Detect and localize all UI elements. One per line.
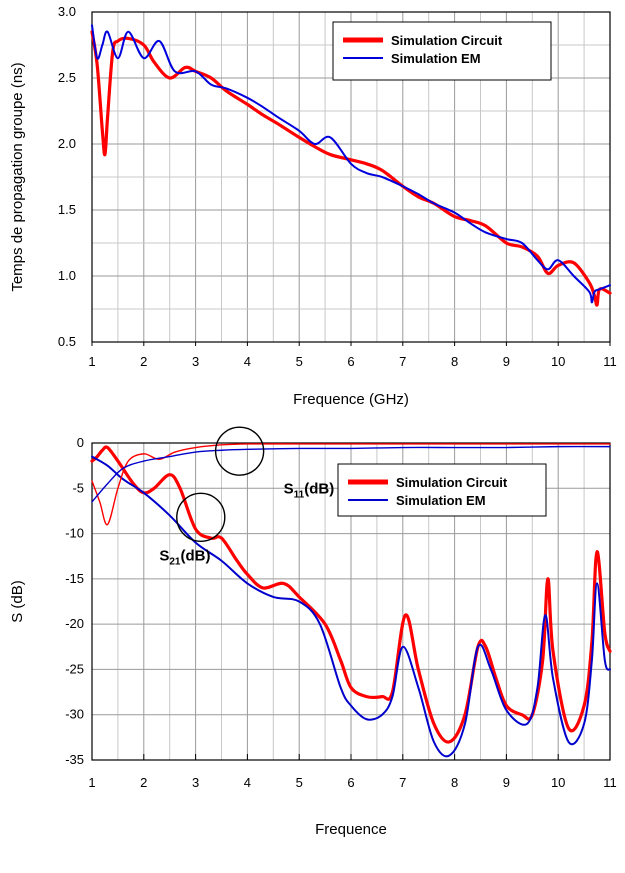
x-tick-label: 2 xyxy=(140,354,147,369)
y-tick-label: 0 xyxy=(77,435,84,450)
y-tick-labels: 0 -5 -10 -15 -20 -25 -30 -35 xyxy=(65,435,84,767)
x-axis-label: Frequence xyxy=(315,821,387,838)
x-tick-label: 7 xyxy=(399,775,406,790)
x-tick-label: 8 xyxy=(451,775,458,790)
legend-box xyxy=(337,463,547,517)
y-tick-label: -10 xyxy=(65,526,84,541)
y-tick-label: -15 xyxy=(65,571,84,586)
highlight-circle xyxy=(214,426,265,476)
x-tick-label: 3 xyxy=(192,354,199,369)
x-axis-label: Frequence (GHz) xyxy=(293,391,409,408)
series-line-s11-circuit xyxy=(91,443,611,526)
y-tick-label: -30 xyxy=(65,707,84,722)
legend-label: Simulation EM xyxy=(391,51,481,66)
x-tick-label: 6 xyxy=(347,354,354,369)
annotations: S11(dB) S21(dB) xyxy=(159,426,335,568)
y-tick-label: 3.0 xyxy=(58,4,76,19)
y-axis-label: S (dB) xyxy=(9,580,26,623)
legend: Simulation Circuit Simulation EM xyxy=(337,463,547,517)
series-line-circuit xyxy=(90,30,612,307)
series-layer xyxy=(90,24,612,307)
legend: Simulation Circuit Simulation EM xyxy=(332,21,552,81)
y-tick-label: 2.0 xyxy=(58,136,76,151)
y-tick-label: 1.5 xyxy=(58,202,76,217)
legend-label: Simulation Circuit xyxy=(396,475,508,490)
series-layer xyxy=(90,443,612,758)
x-tick-label: 8 xyxy=(451,354,458,369)
x-tick-label: 9 xyxy=(503,354,510,369)
legend-label: Simulation EM xyxy=(396,493,486,508)
y-tick-label: -25 xyxy=(65,661,84,676)
x-tick-label: 4 xyxy=(244,354,251,369)
series-line-s21-circuit xyxy=(90,445,612,744)
y-tick-label: -5 xyxy=(72,480,84,495)
y-tick-label: -35 xyxy=(65,752,84,767)
s-parameter-chart: 1 2 3 4 5 6 7 8 9 10 11 0 -5 -10 -15 -20 -25 -30 -35 Freq… xyxy=(9,426,617,838)
series-line-s21-em xyxy=(91,455,611,758)
series-line-em xyxy=(91,24,611,304)
legend-box xyxy=(332,21,552,81)
x-tick-label: 2 xyxy=(140,775,147,790)
y-tick-label: 0.5 xyxy=(58,334,76,349)
x-tick-label: 5 xyxy=(296,354,303,369)
x-tick-label: 9 xyxy=(503,775,510,790)
annotation-label: S11(dB) xyxy=(284,481,335,501)
x-tick-label: 11 xyxy=(603,354,617,369)
group-delay-chart: 1 2 3 4 5 6 7 8 9 10 11 0.5 1.0 1.5 2.0 2.5 3.0 Frequen… xyxy=(9,4,617,408)
highlight-circle xyxy=(176,492,226,542)
y-tick-label: 1.0 xyxy=(58,268,76,283)
x-tick-label: 11 xyxy=(603,775,617,790)
y-axis-label: Temps de propagation groupe (ns) xyxy=(9,62,26,291)
x-tick-label: 5 xyxy=(296,775,303,790)
x-tick-labels: 1 2 3 4 5 6 7 8 9 10 11 xyxy=(88,342,617,369)
y-tick-label: -20 xyxy=(65,616,84,631)
y-tick-label: 2.5 xyxy=(58,70,76,85)
x-tick-labels: 1 2 3 4 5 6 7 8 9 10 11 xyxy=(88,754,617,790)
x-tick-label: 6 xyxy=(347,775,354,790)
legend-label: Simulation Circuit xyxy=(391,33,503,48)
x-tick-label: 4 xyxy=(244,775,251,790)
x-tick-label: 10 xyxy=(551,354,565,369)
x-tick-label: 7 xyxy=(399,354,406,369)
x-tick-label: 1 xyxy=(88,775,95,790)
x-tick-label: 1 xyxy=(88,354,95,369)
x-tick-label: 10 xyxy=(551,775,565,790)
series-line-s11-em xyxy=(91,445,611,503)
x-tick-label: 3 xyxy=(192,775,199,790)
y-tick-labels: 0.5 1.0 1.5 2.0 2.5 3.0 xyxy=(58,4,76,349)
annotation-label: S21(dB) xyxy=(159,548,210,568)
